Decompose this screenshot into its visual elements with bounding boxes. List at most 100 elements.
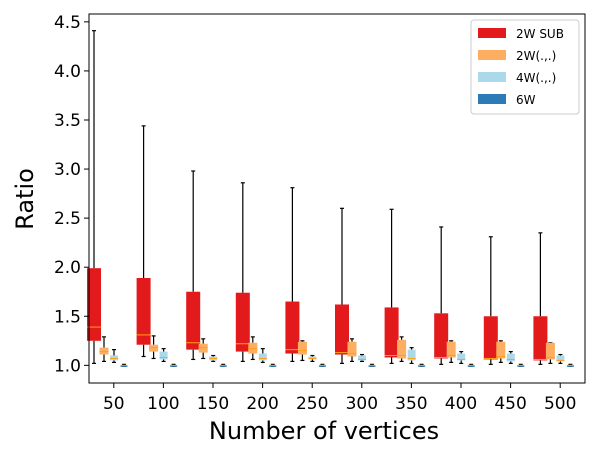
x-tick-label: 300 — [346, 394, 378, 414]
legend-swatch — [478, 72, 506, 82]
box-body — [533, 316, 548, 361]
x-axis-label: Number of vertices — [209, 417, 439, 445]
box-6W-350 — [418, 363, 426, 367]
box-2W(.,.)-400 — [446, 340, 456, 363]
box-body — [517, 365, 525, 367]
box-6W-500 — [566, 363, 574, 367]
box-body — [235, 292, 250, 352]
box-body — [269, 365, 277, 367]
box-2W(.,.)-450 — [496, 340, 506, 363]
box-2W SUB-50 — [87, 30, 101, 364]
x-tick-label: 200 — [246, 394, 278, 414]
box-2W SUB-300 — [335, 207, 349, 364]
y-tick-label: 4.0 — [54, 62, 81, 82]
box-body — [87, 268, 101, 341]
legend-entry-label: 6W — [516, 93, 536, 107]
y-tick-label: 1.0 — [54, 356, 81, 376]
box-4W(.,.)-150 — [209, 354, 218, 363]
x-tick-label: 450 — [494, 394, 526, 414]
box-4W(.,.)-400 — [457, 350, 466, 364]
box-2W SUB-400 — [434, 226, 449, 365]
box-body — [496, 341, 506, 359]
box-2W SUB-450 — [483, 236, 498, 365]
legend-entry-label: 2W(.,.) — [516, 49, 556, 63]
x-tick-label: 100 — [147, 394, 179, 414]
box-body — [457, 353, 466, 361]
box-body — [566, 365, 574, 367]
x-tick-label: 500 — [544, 394, 576, 414]
y-tick-label: 1.5 — [54, 307, 81, 327]
x-tick-label: 350 — [395, 394, 427, 414]
box-body — [418, 365, 426, 367]
box-6W-300 — [368, 363, 376, 367]
box-2W(.,.)-350 — [397, 336, 407, 363]
box-body — [297, 341, 307, 355]
box-6W-50 — [120, 363, 128, 367]
box-2W(.,.)-250 — [297, 340, 307, 362]
box-4W(.,.)-50 — [110, 349, 118, 363]
box-2W(.,.)-150 — [198, 338, 208, 360]
x-tick-label: 150 — [197, 394, 229, 414]
box-body — [120, 365, 128, 367]
box-6W-150 — [219, 363, 227, 367]
box-body — [483, 316, 498, 360]
box-6W-400 — [467, 363, 475, 367]
box-body — [368, 365, 376, 367]
y-tick-label: 2.5 — [54, 209, 81, 229]
plot-frame — [88, 13, 586, 384]
box-body — [159, 351, 168, 360]
box-2W SUB-150 — [186, 170, 201, 361]
legend-swatch — [478, 28, 506, 38]
legend-swatch — [478, 94, 506, 104]
legend: 2W SUB 2W(.,.) 4W(.,.) 6W — [470, 19, 580, 115]
box-body — [556, 355, 565, 362]
legend-frame — [470, 19, 580, 115]
box-body — [384, 307, 399, 358]
box-body — [407, 349, 416, 361]
box-6W-100 — [170, 363, 178, 367]
box-4W(.,.)-250 — [308, 354, 317, 363]
y-tick-label: 3.5 — [54, 111, 81, 131]
x-tick-label: 250 — [296, 394, 328, 414]
box-4W(.,.)-500 — [556, 353, 565, 364]
box-body — [358, 355, 366, 361]
plot-area — [87, 30, 574, 367]
box-4W(.,.)-100 — [159, 348, 168, 363]
box-6W-450 — [517, 363, 525, 367]
box-body — [219, 365, 227, 367]
box-body — [258, 353, 267, 361]
box-2W(.,.)-300 — [347, 338, 357, 363]
legend-swatch — [478, 50, 506, 60]
box-4W(.,.)-200 — [258, 348, 267, 363]
box-body — [434, 313, 449, 359]
box-4W(.,.)-350 — [407, 347, 416, 364]
box-2W SUB-250 — [285, 187, 300, 363]
box-2W SUB-100 — [136, 125, 151, 358]
y-tick-label: 2.0 — [54, 258, 81, 278]
y-tick-label: 4.5 — [54, 13, 81, 33]
box-2W SUB-350 — [384, 208, 399, 364]
x-axis-ticks: 50 100 150 200 250 300 350 400 450 500 — [103, 383, 576, 414]
legend-entry-label: 2W SUB — [516, 27, 564, 41]
box-6W-200 — [269, 363, 277, 367]
box-body — [467, 365, 475, 367]
box-body — [335, 304, 349, 355]
box-2W(.,.)-50 — [99, 336, 109, 363]
box-2W SUB-200 — [235, 182, 250, 363]
box-2W(.,.)-100 — [149, 335, 159, 360]
box-body — [170, 365, 178, 367]
box-body — [318, 365, 326, 367]
box-body — [446, 341, 456, 358]
box-body — [347, 341, 357, 357]
box-body — [285, 301, 300, 354]
y-axis-ticks: 1.0 1.5 2.0 2.5 3.0 3.5 4.0 4.5 — [54, 13, 89, 376]
legend-entry-label: 4W(.,.) — [516, 71, 556, 85]
x-tick-label: 50 — [103, 394, 125, 414]
box-2W(.,.)-200 — [248, 336, 258, 361]
box-body — [397, 339, 407, 359]
box-4W(.,.)-300 — [358, 353, 366, 363]
y-axis-label: Ratio — [11, 168, 39, 230]
box-body — [545, 342, 555, 360]
box-body — [136, 277, 151, 345]
